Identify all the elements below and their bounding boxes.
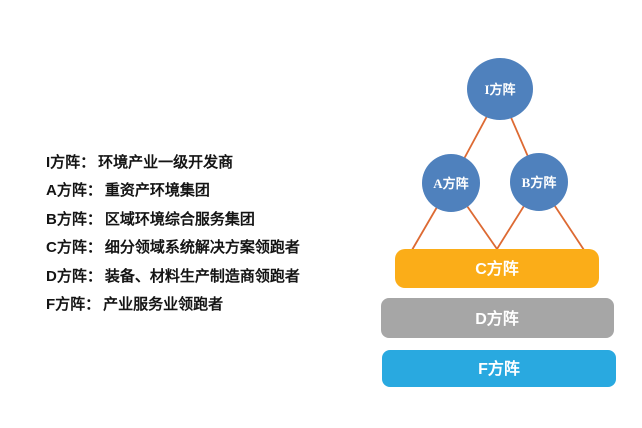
node-i: I方阵 — [467, 58, 533, 120]
bar-c-label: C方阵 — [475, 259, 519, 278]
node-a: A方阵 — [422, 154, 480, 212]
bar-f-rect — [382, 350, 616, 387]
legend-item-i: I方阵： 环境产业一级开发商 — [46, 149, 300, 177]
node-a-circle — [422, 154, 480, 212]
legend-item-a: A方阵： 重资产环境集团 — [46, 177, 300, 205]
bar-f-label: F方阵 — [478, 359, 520, 378]
legend-item-label: F方阵： — [46, 295, 101, 313]
legend-item-desc: 区域环境综合服务集团 — [104, 210, 255, 228]
legend-item-label: A方阵： — [46, 182, 102, 200]
bar-c-rect — [395, 249, 599, 288]
legend-item-desc: 环境产业一级开发商 — [98, 154, 234, 171]
node-i-label: I方阵 — [484, 82, 515, 97]
node-i-circle — [467, 58, 533, 120]
node-b-label: B方阵 — [522, 175, 557, 190]
legend-item-desc: 重资产环境集团 — [104, 182, 210, 200]
legend-item-b: B方阵： 区域环境综合服务集团 — [46, 206, 300, 234]
bar-d: D方阵 — [381, 298, 614, 338]
legend-item-label: C方阵： — [46, 239, 102, 257]
legend-item-desc: 产业服务业领跑者 — [103, 295, 224, 313]
legend-item-c: C方阵： 细分领域系统解决方案领跑者 — [46, 234, 300, 262]
node-b: B方阵 — [510, 153, 568, 211]
node-a-label: A方阵 — [433, 176, 468, 191]
legend-item-desc: 细分领域系统解决方案领跑者 — [104, 239, 300, 257]
bar-d-label: D方阵 — [475, 309, 519, 328]
legend-item-desc: 装备、材料生产制造商领跑者 — [104, 267, 300, 285]
node-b-circle — [510, 153, 568, 211]
legend: I方阵： 环境产业一级开发商 A方阵： 重资产环境集团 B方阵： 区域环境综合服务集团… — [46, 149, 300, 319]
bar-c: C方阵 — [395, 249, 599, 288]
legend-item-f: F方阵： 产业服务业领跑者 — [46, 291, 300, 319]
bar-f: F方阵 — [382, 350, 616, 387]
legend-item-label: I方阵： — [46, 154, 96, 171]
bar-d-rect — [381, 298, 614, 338]
legend-item-label: D方阵： — [46, 267, 102, 285]
legend-item-d: D方阵： 装备、材料生产制造商领跑者 — [46, 263, 300, 291]
legend-item-label: B方阵： — [46, 210, 102, 228]
